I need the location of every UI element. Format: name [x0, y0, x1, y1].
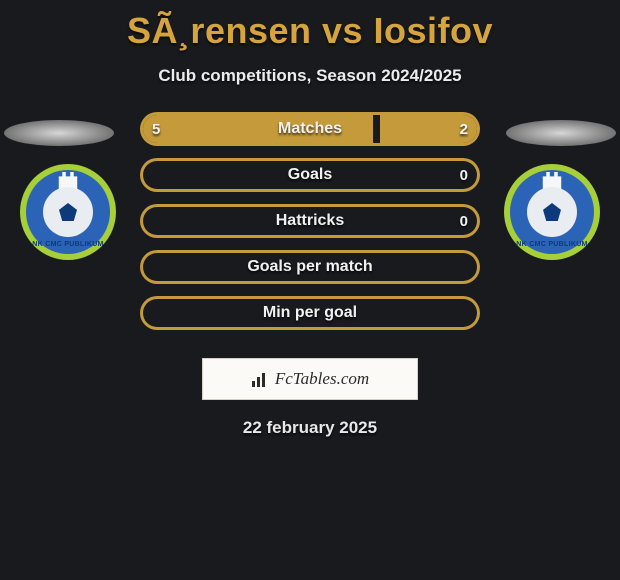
- club-badge-right: NK CMC PUBLIKUM: [504, 164, 600, 260]
- stat-row: Goals0: [140, 158, 480, 192]
- stat-bars: Matches52Goals0Hattricks0Goals per match…: [140, 112, 480, 342]
- stat-label: Min per goal: [140, 296, 480, 330]
- stat-row: Hattricks0: [140, 204, 480, 238]
- ball-icon: [43, 187, 93, 237]
- watermark-text: FcTables.com: [275, 369, 369, 389]
- ball-icon: [527, 187, 577, 237]
- stat-label: Goals: [140, 158, 480, 192]
- player-platform-right: [506, 120, 616, 146]
- stat-row: Min per goal: [140, 296, 480, 330]
- badge-text: NK CMC PUBLIKUM: [20, 241, 116, 248]
- footer-date: 22 february 2025: [0, 418, 620, 438]
- badge-text: NK CMC PUBLIKUM: [504, 241, 600, 248]
- stat-value-right: 0: [448, 204, 480, 238]
- watermark: FcTables.com: [202, 358, 418, 400]
- club-badge-left: NK CMC PUBLIKUM: [20, 164, 116, 260]
- player-platform-left: [4, 120, 114, 146]
- stat-row: Matches5 2: [140, 112, 480, 146]
- bar-chart-icon: [251, 371, 269, 387]
- stat-value-left: 5: [140, 112, 172, 146]
- stat-value-right: 2: [448, 112, 480, 146]
- stat-label: Goals per match: [140, 250, 480, 284]
- stat-row: Goals per match: [140, 250, 480, 284]
- stat-value-right: 0: [448, 158, 480, 192]
- subtitle: Club competitions, Season 2024/2025: [0, 66, 620, 86]
- page-title: SÃ¸rensen vs Iosifov: [0, 0, 620, 52]
- stat-label: Hattricks: [140, 204, 480, 238]
- stat-label: Matches: [140, 112, 480, 146]
